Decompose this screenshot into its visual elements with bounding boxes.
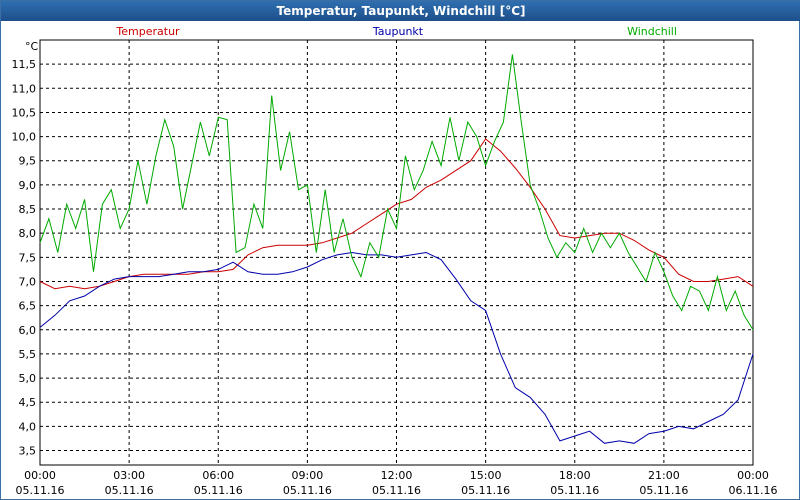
- x-tick-date: 05.11.16: [461, 484, 510, 497]
- y-tick-label: 10,5: [12, 106, 37, 119]
- series-line-temperatur: [39, 138, 754, 290]
- y-tick-label: 5,0: [19, 372, 37, 385]
- chart-title: Temperatur, Taupunkt, Windchill [°C]: [1, 1, 800, 21]
- x-tick-date: 05.11.16: [550, 484, 599, 497]
- y-tick-label: 4,0: [19, 420, 37, 433]
- x-tick-time: 06:00: [202, 469, 234, 482]
- y-tick-label: 6,0: [19, 324, 37, 337]
- y-tick-label: 11,0: [12, 82, 37, 95]
- legend-taupunkt: Taupunkt: [372, 25, 424, 38]
- x-tick-date: 05.11.16: [283, 484, 332, 497]
- x-tick-date: 05.11.16: [16, 484, 65, 497]
- y-tick-label: 4,5: [19, 396, 37, 409]
- x-tick-date: 05.11.16: [194, 484, 243, 497]
- y-tick-label: 7,0: [19, 275, 37, 288]
- y-tick-label: 7,5: [19, 251, 37, 264]
- y-tick-label: 6,5: [19, 300, 37, 313]
- x-tick-date: 06.11.16: [729, 484, 778, 497]
- y-tick-label: 3,5: [19, 445, 37, 458]
- y-tick-label: 5,5: [19, 348, 37, 361]
- series-line-taupunkt: [39, 251, 754, 444]
- y-tick-label: 11,5: [12, 58, 37, 71]
- x-tick-date: 05.11.16: [372, 484, 421, 497]
- y-tick-label: 8,0: [19, 227, 37, 240]
- grid-lines: [40, 40, 753, 465]
- x-tick-time: 00:00: [737, 469, 769, 482]
- y-tick-label: 10,0: [12, 131, 37, 144]
- plot-area-border: [39, 39, 754, 466]
- x-tick-time: 12:00: [381, 469, 413, 482]
- y-axis-unit: °C: [25, 40, 39, 53]
- x-tick-time: 00:00: [24, 469, 56, 482]
- y-tick-label: 8,5: [19, 203, 37, 216]
- x-tick-time: 09:00: [292, 469, 324, 482]
- x-tick-time: 21:00: [648, 469, 680, 482]
- y-axis: 3,5 4,0 4,5 5,0 5,5 6,0 6,5 7,0 7,5 8,0 8,5 9,0 9,5 1…: [12, 58, 37, 457]
- x-tick-time: 18:00: [559, 469, 591, 482]
- series-lines: [39, 54, 754, 444]
- y-tick-label: 9,0: [19, 179, 37, 192]
- legend-windchill: Windchill: [627, 25, 677, 38]
- legend-temperatur: Temperatur: [115, 25, 180, 38]
- x-axis: 00:00 05.11.16 03:00 05.11.16 06:00 05.11.16 0…: [16, 469, 778, 497]
- x-tick-date: 05.11.16: [105, 484, 154, 497]
- series-line-windchill: [39, 54, 754, 331]
- x-tick-time: 15:00: [470, 469, 502, 482]
- x-tick-time: 03:00: [113, 469, 145, 482]
- x-tick-date: 05.11.16: [639, 484, 688, 497]
- y-tick-label: 9,5: [19, 155, 37, 168]
